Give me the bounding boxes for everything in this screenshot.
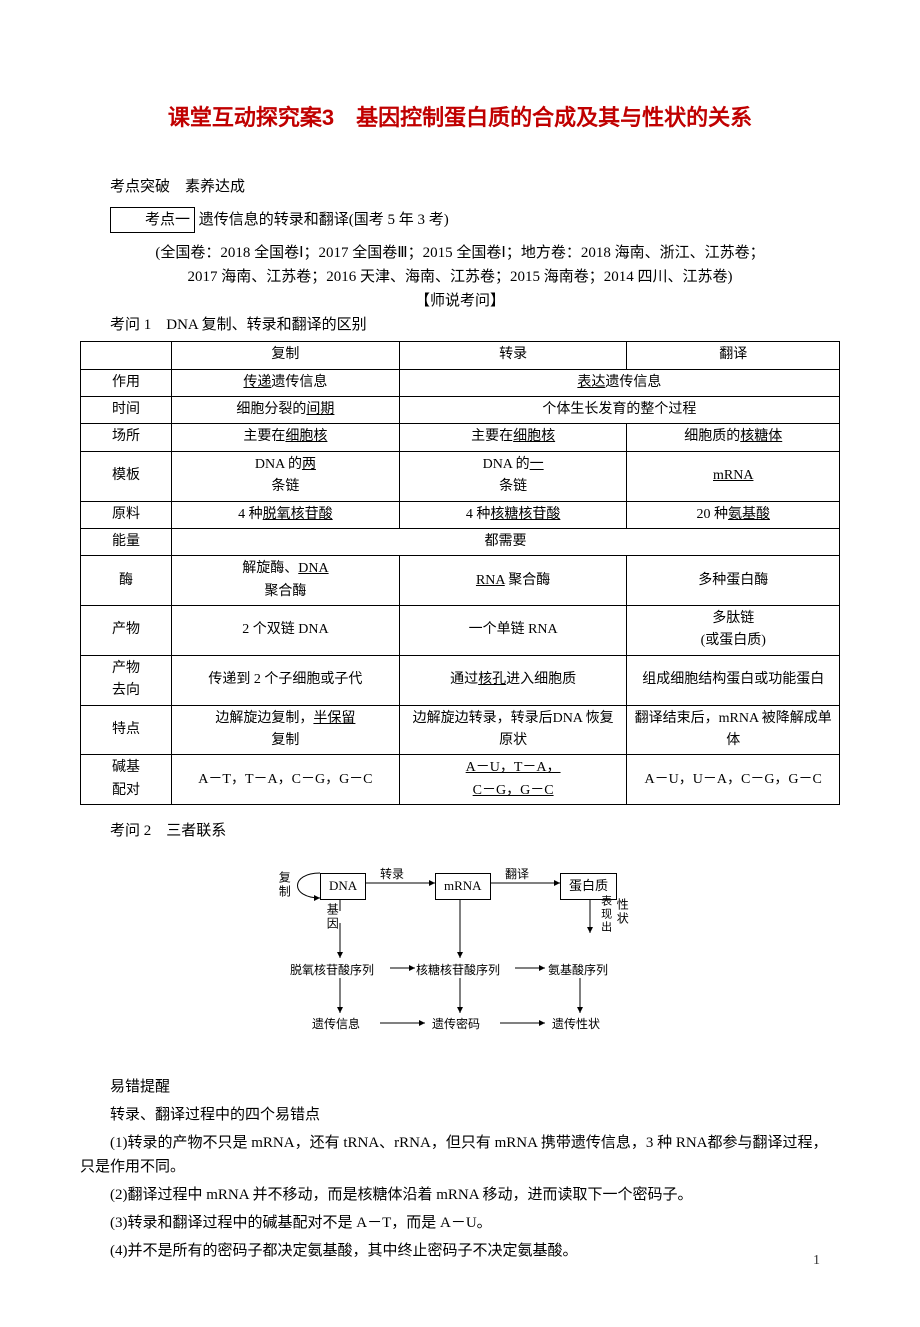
cell: DNA 的两条链 [172, 451, 400, 501]
table-row: 产物 2 个双链 DNA 一个单链 RNA 多肽链(或蛋白质) [81, 606, 840, 656]
label-zhuanlu: 转录 [380, 865, 404, 884]
cell: 主要在细胞核 [172, 424, 400, 451]
table-row: 产物去向 传递到 2 个子细胞或子代 通过核孔进入细胞质 组成细胞结构蛋白或功能… [81, 655, 840, 705]
table-row: 模板 DNA 的两条链 DNA 的一条链 mRNA [81, 451, 840, 501]
cell: 通过核孔进入细胞质 [399, 655, 627, 705]
th-zhuanlu: 转录 [399, 342, 627, 369]
cell: 多种蛋白酶 [627, 556, 840, 606]
cell: 解旋酶、DNA聚合酶 [172, 556, 400, 606]
label-row2b: 核糖核苷酸序列 [416, 961, 500, 980]
kaowen2-label: 考问 2 三者联系 [80, 819, 840, 843]
yicuo-4: (4)并不是所有的密码子都决定氨基酸，其中终止密码子不决定氨基酸。 [80, 1239, 840, 1263]
row-label: 酶 [81, 556, 172, 606]
label-row2a: 脱氧核苷酸序列 [290, 961, 374, 980]
page-number: 1 [813, 1250, 820, 1272]
label-row3a: 遗传信息 [312, 1015, 360, 1034]
label-xingzhuang: 性状 [612, 898, 631, 926]
row-label: 作用 [81, 369, 172, 396]
yicuo-sub: 转录、翻译过程中的四个易错点 [80, 1103, 840, 1127]
row-label: 原料 [81, 501, 172, 528]
row-label: 模板 [81, 451, 172, 501]
table-row: 特点 边解旋边复制，半保留复制 边解旋边转录，转录后DNA 恢复原状 翻译结束后… [81, 705, 840, 755]
yicuo-2: (2)翻译过程中 mRNA 并不移动，而是核糖体沿着 mRNA 移动，进而读取下… [80, 1183, 840, 1207]
table-header-row: 复制 转录 翻译 [81, 342, 840, 369]
table-row: 作用 传递遗传信息 表达遗传信息 [81, 369, 840, 396]
kaodian-line: 考点一 遗传信息的转录和翻译(国考 5 年 3 考) [80, 207, 840, 233]
breakthrough-line: 考点突破 素养达成 [80, 175, 840, 199]
cell: A－U，T－A，C－G，G－C [399, 755, 627, 805]
row-label: 能量 [81, 528, 172, 555]
cell: 4 种脱氧核苷酸 [172, 501, 400, 528]
kaodian-box: 考点一 [110, 207, 195, 233]
label-jiyin: 基因 [322, 903, 341, 931]
table-row: 能量 都需要 [81, 528, 840, 555]
cell: 一个单链 RNA [399, 606, 627, 656]
cell: A－T，T－A，C－G，G－C [172, 755, 400, 805]
th-fanyi: 翻译 [627, 342, 840, 369]
relation-diagram: 复制 DNA 转录 mRNA 翻译 蛋白质 基因 表现出 性状 脱氧核苷酸序列 … [80, 853, 840, 1061]
cell: 组成细胞结构蛋白或功能蛋白 [627, 655, 840, 705]
cell: 个体生长发育的整个过程 [399, 396, 839, 423]
label-fanyi: 翻译 [505, 865, 529, 884]
label-fuzhi: 复制 [274, 871, 293, 899]
row-label: 时间 [81, 396, 172, 423]
cell: 边解旋边复制，半保留复制 [172, 705, 400, 755]
table-row: 时间 细胞分裂的间期 个体生长发育的整个过程 [81, 396, 840, 423]
row-label: 产物 [81, 606, 172, 656]
cell: 4 种核糖核苷酸 [399, 501, 627, 528]
yicuo-1: (1)转录的产物不只是 mRNA，还有 tRNA、rRNA，但只有 mRNA 携… [80, 1131, 840, 1179]
row-label: 场所 [81, 424, 172, 451]
box-dna: DNA [320, 873, 366, 900]
cell: 细胞质的核糖体 [627, 424, 840, 451]
exam-refs-1: (全国卷：2018 全国卷Ⅰ；2017 全国卷Ⅲ；2015 全国卷Ⅰ；地方卷：2… [80, 241, 840, 265]
cell: 边解旋边转录，转录后DNA 恢复原状 [399, 705, 627, 755]
row-label: 碱基配对 [81, 755, 172, 805]
cell: 翻译结束后，mRNA 被降解成单体 [627, 705, 840, 755]
kaowen1-label: 考问 1 DNA 复制、转录和翻译的区别 [80, 313, 840, 337]
th-blank [81, 342, 172, 369]
table-row: 碱基配对 A－T，T－A，C－G，G－C A－U，T－A，C－G，G－C A－U… [81, 755, 840, 805]
label-biaoxian: 表现出 [596, 895, 614, 934]
cell: mRNA [627, 451, 840, 501]
cell: RNA 聚合酶 [399, 556, 627, 606]
box-mrna: mRNA [435, 873, 491, 900]
cell: 都需要 [172, 528, 840, 555]
comparison-table: 复制 转录 翻译 作用 传递遗传信息 表达遗传信息 时间 细胞分裂的间期 个体生… [80, 341, 840, 805]
page-title: 课堂互动探究案3 基因控制蛋白质的合成及其与性状的关系 [80, 100, 840, 135]
cell: 传递遗传信息 [172, 369, 400, 396]
label-row3b: 遗传密码 [432, 1015, 480, 1034]
exam-refs-2: 2017 海南、江苏卷；2016 天津、海南、江苏卷；2015 海南卷；2014… [80, 265, 840, 289]
table-row: 原料 4 种脱氧核苷酸 4 种核糖核苷酸 20 种氨基酸 [81, 501, 840, 528]
cell: 20 种氨基酸 [627, 501, 840, 528]
shishuo-label: 【师说考问】 [80, 289, 840, 313]
table-row: 酶 解旋酶、DNA聚合酶 RNA 聚合酶 多种蛋白酶 [81, 556, 840, 606]
cell: A－U，U－A，C－G，G－C [627, 755, 840, 805]
label-row2c: 氨基酸序列 [548, 961, 608, 980]
cell: 表达遗传信息 [399, 369, 839, 396]
label-row3c: 遗传性状 [552, 1015, 600, 1034]
kaodian-title: 遗传信息的转录和翻译(国考 5 年 3 考) [199, 212, 449, 228]
yicuo-3: (3)转录和翻译过程中的碱基配对不是 A－T，而是 A－U。 [80, 1211, 840, 1235]
cell: 多肽链(或蛋白质) [627, 606, 840, 656]
th-fuzhi: 复制 [172, 342, 400, 369]
cell: 2 个双链 DNA [172, 606, 400, 656]
cell: 主要在细胞核 [399, 424, 627, 451]
cell: 传递到 2 个子细胞或子代 [172, 655, 400, 705]
cell: DNA 的一条链 [399, 451, 627, 501]
row-label: 特点 [81, 705, 172, 755]
row-label: 产物去向 [81, 655, 172, 705]
cell: 细胞分裂的间期 [172, 396, 400, 423]
yicuo-head: 易错提醒 [80, 1075, 840, 1099]
table-row: 场所 主要在细胞核 主要在细胞核 细胞质的核糖体 [81, 424, 840, 451]
